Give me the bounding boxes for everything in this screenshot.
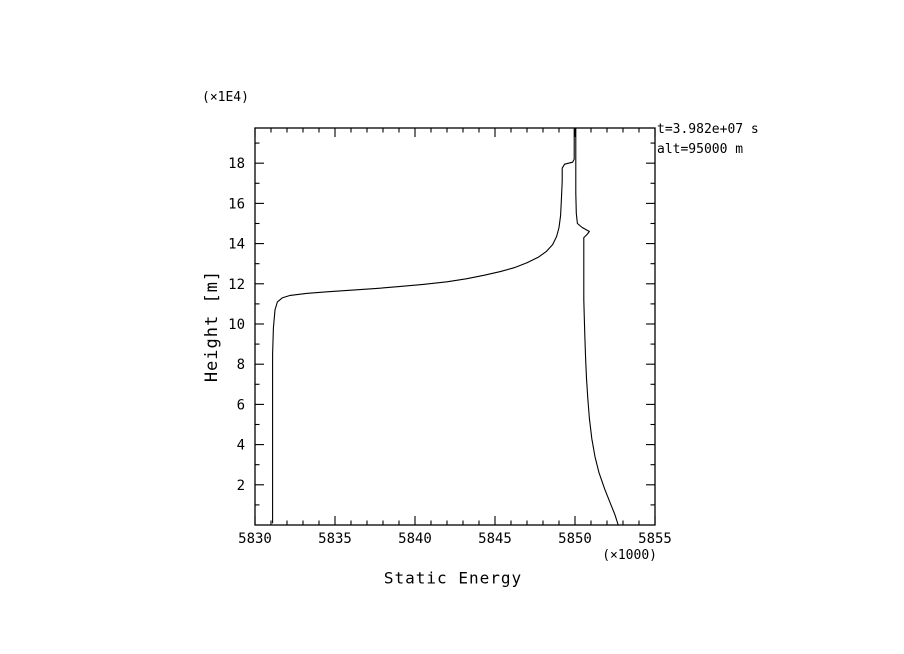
y-tick-label: 16	[228, 196, 245, 212]
x-tick-label: 5855	[638, 531, 672, 547]
series-line-profile-left	[272, 127, 575, 524]
y-tick-label: 2	[237, 478, 245, 494]
altitude-annotation: alt=95000 m	[657, 142, 744, 157]
y-tick-label: 6	[237, 397, 245, 413]
y-tick-label: 18	[228, 156, 245, 172]
annotation-block: t=3.982e+07 s alt=95000 m	[657, 120, 759, 160]
y-axis-title: Height [m]	[202, 269, 222, 383]
y-tick-label: 12	[228, 277, 245, 293]
y-tick-label: 14	[228, 237, 245, 253]
y-axis-scale-note: (×1E4)	[202, 90, 249, 105]
y-tick-label: 10	[228, 317, 245, 333]
x-axis-scale-note: (×1000)	[602, 548, 657, 563]
x-tick-label: 5845	[478, 531, 512, 547]
plot-frame	[254, 127, 656, 526]
x-tick-label: 5835	[318, 531, 352, 547]
x-axis-title: Static Energy	[383, 568, 523, 588]
time-annotation: t=3.982e+07 s	[657, 122, 759, 137]
x-tick-label: 5830	[238, 531, 272, 547]
y-tick-label: 8	[237, 357, 245, 373]
y-tick-label: 4	[237, 438, 245, 454]
x-tick-label: 5840	[398, 531, 432, 547]
series-line-profile-right	[575, 127, 619, 526]
x-tick-label: 5850	[558, 531, 592, 547]
